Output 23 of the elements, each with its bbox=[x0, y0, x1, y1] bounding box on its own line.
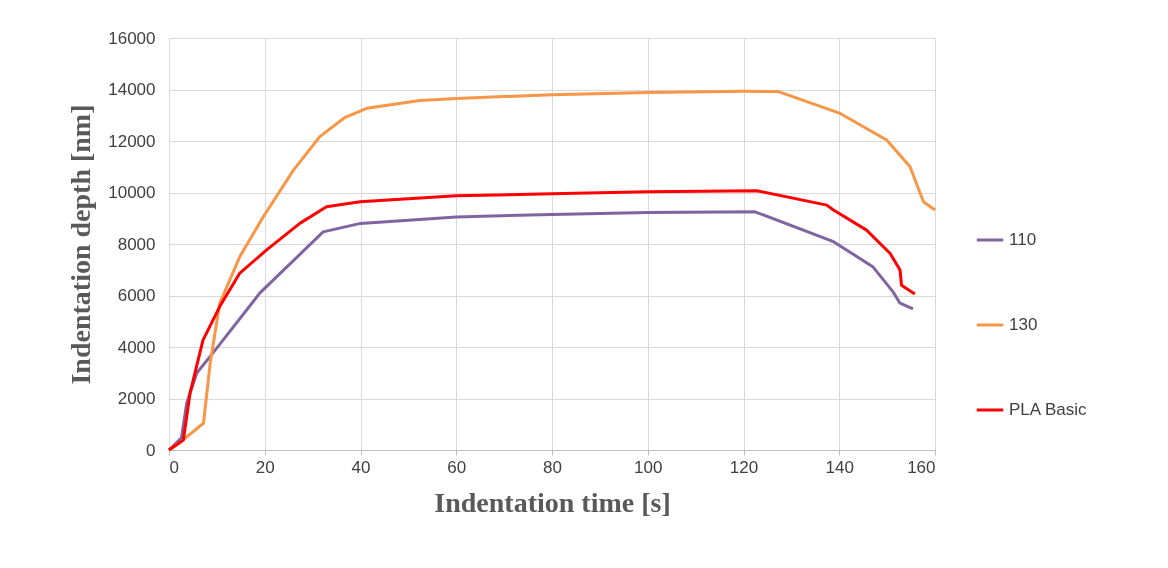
x-tick-label: 80 bbox=[543, 457, 562, 477]
x-tick-label: 120 bbox=[729, 457, 759, 477]
y-tick-label: 12000 bbox=[108, 131, 156, 151]
legend-label: PLA Basic bbox=[1009, 400, 1087, 419]
x-tick-label: 160 bbox=[907, 457, 936, 477]
x-tick-label: 100 bbox=[634, 457, 663, 477]
y-tick-label: 2000 bbox=[117, 389, 156, 408]
x-tick-label: 20 bbox=[255, 457, 275, 477]
y-tick-label: 4000 bbox=[117, 337, 156, 357]
legend-label: 110 bbox=[1009, 230, 1037, 249]
y-tick-label: 10000 bbox=[108, 183, 156, 202]
y-tick-label: 0 bbox=[146, 440, 156, 460]
x-tick-label: 0 bbox=[169, 457, 179, 477]
y-tick-label: 14000 bbox=[108, 80, 156, 99]
x-tick-label: 60 bbox=[447, 457, 467, 477]
x-tick-label: 40 bbox=[351, 457, 371, 477]
x-axis-title: Indentation time [s] bbox=[434, 486, 671, 518]
y-tick-label: 6000 bbox=[117, 286, 156, 305]
x-tick-label: 140 bbox=[825, 457, 854, 477]
y-tick-label: 8000 bbox=[117, 234, 156, 254]
y-axis-title: Indentation depth [nm] bbox=[65, 104, 97, 385]
legend-label: 130 bbox=[1009, 315, 1038, 334]
y-tick-label: 16000 bbox=[108, 28, 156, 48]
